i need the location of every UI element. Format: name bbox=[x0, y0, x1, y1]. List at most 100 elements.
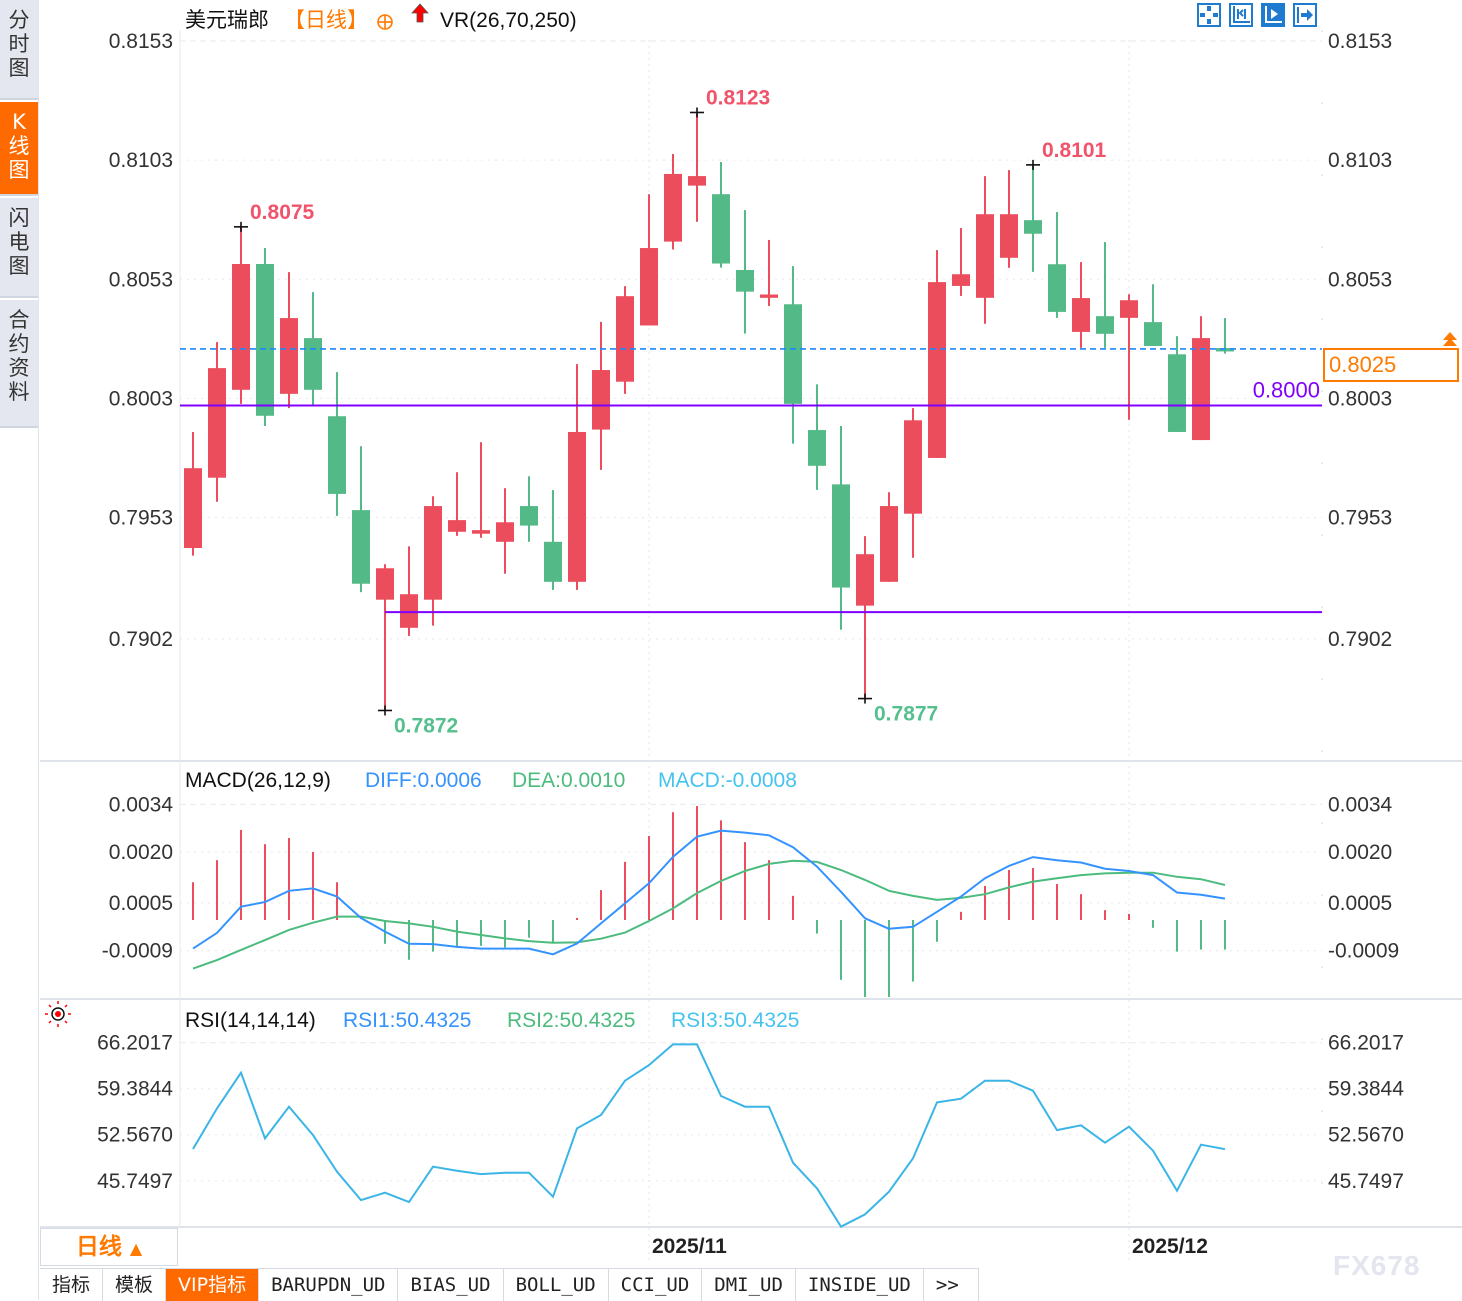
high-price-label: 0.8101 bbox=[1042, 139, 1107, 162]
macd-legend-dea: DEA:0.0010 bbox=[512, 769, 625, 792]
candle-up bbox=[496, 522, 514, 542]
auto-scale-icon[interactable] bbox=[1261, 3, 1285, 27]
price-axis-label-right: 0.7953 bbox=[1328, 507, 1392, 530]
price-axis-label-right: 0.8053 bbox=[1328, 268, 1392, 291]
level-line-label: 0.8000 bbox=[1253, 378, 1320, 403]
tab-templates[interactable]: 模板 bbox=[103, 1269, 167, 1301]
rsi-legend-rsi1: RSI1:50.4325 bbox=[343, 1009, 471, 1032]
price-axis-label-right: 0.8153 bbox=[1328, 30, 1392, 53]
sidebar-tab-kline[interactable]: K 线 图 bbox=[0, 102, 38, 196]
current-price-label: 0.8025 bbox=[1323, 348, 1459, 382]
tabs-more-button[interactable]: >> bbox=[923, 1269, 979, 1301]
circle-plus-icon[interactable] bbox=[377, 14, 393, 30]
high-price-label: 0.8075 bbox=[250, 201, 315, 224]
candle-up bbox=[592, 370, 610, 430]
period-label[interactable]: 【日线】 bbox=[284, 9, 368, 32]
candle-down bbox=[520, 506, 538, 526]
candle-up bbox=[400, 594, 418, 628]
tab-dmi-ud[interactable]: DMI_UD bbox=[702, 1269, 796, 1301]
rsi-axis-label-right: 59.3844 bbox=[1328, 1078, 1404, 1101]
rsi-legend-rsi3: RSI3:50.4325 bbox=[671, 1009, 799, 1032]
candle-down bbox=[1096, 316, 1114, 334]
diff-line bbox=[192, 829, 1226, 956]
rsi-panel: 66.2017 66.2017 59.3844 59.3844 52.5670 52.56… bbox=[97, 1032, 1404, 1229]
rsi-axis-label-left: 66.2017 bbox=[97, 1032, 173, 1055]
price-axis-label-right: 0.7902 bbox=[1328, 628, 1392, 651]
indicator-vr-label[interactable]: VR(26,70,250) bbox=[440, 9, 577, 32]
triangle-up-icon: ▲ bbox=[129, 1239, 143, 1258]
high-price-label: 0.8123 bbox=[706, 86, 770, 109]
candle-down bbox=[352, 510, 370, 584]
candle-down bbox=[256, 264, 274, 416]
candle-up bbox=[448, 520, 466, 532]
candle-up bbox=[1072, 298, 1090, 332]
macd-axis-label-left: -0.0009 bbox=[102, 940, 173, 963]
macd-axis-label-left: 0.0034 bbox=[109, 793, 174, 816]
macd-axis-label-right: 0.0020 bbox=[1328, 841, 1392, 864]
candle-down bbox=[1048, 264, 1066, 312]
low-price-label: 0.7872 bbox=[394, 714, 458, 737]
candle-up bbox=[640, 248, 658, 326]
candle-up bbox=[424, 506, 442, 600]
rsi-legend-rsi2: RSI2:50.4325 bbox=[507, 1009, 635, 1032]
x-tick-2025-12: 2025/12 bbox=[1132, 1235, 1208, 1258]
crosshair-icon[interactable] bbox=[1197, 3, 1221, 27]
rsi-line bbox=[192, 1043, 1226, 1229]
candle-up bbox=[616, 296, 634, 382]
tab-bias-ud[interactable]: BIAS_UD bbox=[398, 1269, 504, 1301]
candle-up bbox=[880, 506, 898, 582]
sidebar-tab-timeshare[interactable]: 分 时 图 bbox=[0, 0, 38, 100]
price-axis-label-left: 0.7953 bbox=[109, 507, 173, 530]
tab-boll-ud[interactable]: BOLL_UD bbox=[503, 1269, 609, 1301]
price-axis-label-left: 0.8103 bbox=[109, 149, 173, 172]
tab-indicators[interactable]: 指标 bbox=[40, 1269, 104, 1301]
up-arrows-icon[interactable] bbox=[1443, 332, 1457, 346]
candle-up bbox=[232, 264, 250, 390]
macd-axis-label-left: 0.0020 bbox=[109, 841, 173, 864]
view-sidebar: 分 时 图 K 线 图 闪 电 图 合 约 资 料 bbox=[0, 0, 39, 1300]
macd-axis-label-right: 0.0034 bbox=[1328, 793, 1393, 816]
rsi-axis-label-left: 59.3844 bbox=[97, 1078, 173, 1101]
range-measure-icon[interactable] bbox=[1229, 3, 1253, 27]
candle-down bbox=[736, 269, 754, 292]
period-selector-label: 日线 bbox=[75, 1234, 122, 1260]
tab-vip-indicators[interactable]: VIP指标 bbox=[166, 1269, 260, 1301]
candle-up bbox=[664, 173, 682, 242]
sidebar-tab-flash[interactable]: 闪 电 图 bbox=[0, 198, 38, 298]
candle-up bbox=[688, 176, 706, 186]
tab-inside-ud[interactable]: INSIDE_UD bbox=[795, 1269, 924, 1301]
candle-up bbox=[1120, 300, 1138, 318]
symbol-title: 美元瑞郎 bbox=[185, 9, 269, 32]
candle-down bbox=[1216, 348, 1234, 352]
sidebar-tab-contract-info[interactable]: 合 约 资 料 bbox=[0, 300, 38, 428]
candle-down bbox=[1144, 322, 1162, 346]
price-axis-label-left: 0.8153 bbox=[109, 30, 173, 53]
scroll-right-icon[interactable] bbox=[1293, 3, 1317, 27]
period-selector[interactable]: 日线 ▲ bbox=[40, 1228, 178, 1266]
red-up-arrow-icon[interactable] bbox=[411, 3, 429, 23]
candle-up bbox=[1000, 214, 1018, 258]
candle-up bbox=[760, 294, 778, 298]
price-axis-label-left: 0.7902 bbox=[109, 628, 173, 651]
sun-settings-icon[interactable] bbox=[45, 1001, 71, 1027]
candle-up bbox=[568, 431, 586, 582]
price-axis-label-left: 0.8003 bbox=[109, 387, 173, 410]
candle-down bbox=[328, 416, 346, 494]
candle-down bbox=[808, 430, 826, 466]
candle-down bbox=[304, 338, 322, 390]
tab-cci-ud[interactable]: CCI_UD bbox=[608, 1269, 703, 1301]
rsi-title: RSI(14,14,14) bbox=[185, 1009, 316, 1032]
watermark-logo: FX678 bbox=[1333, 1250, 1421, 1281]
dea-line bbox=[192, 859, 1226, 970]
price-axis-label-right: 0.8003 bbox=[1328, 387, 1392, 410]
candle-up bbox=[976, 214, 994, 298]
macd-axis-label-right: -0.0009 bbox=[1328, 940, 1399, 963]
grid-lines bbox=[40, 30, 1462, 1262]
rsi-axis-label-right: 66.2017 bbox=[1328, 1032, 1404, 1055]
price-axis-label-left: 0.8053 bbox=[109, 268, 173, 291]
candle-up bbox=[280, 318, 298, 394]
candle-up bbox=[472, 530, 490, 534]
macd-title: MACD(26,12,9) bbox=[185, 769, 331, 792]
tab-barupdn-ud[interactable]: BARUPDN_UD bbox=[259, 1269, 399, 1301]
